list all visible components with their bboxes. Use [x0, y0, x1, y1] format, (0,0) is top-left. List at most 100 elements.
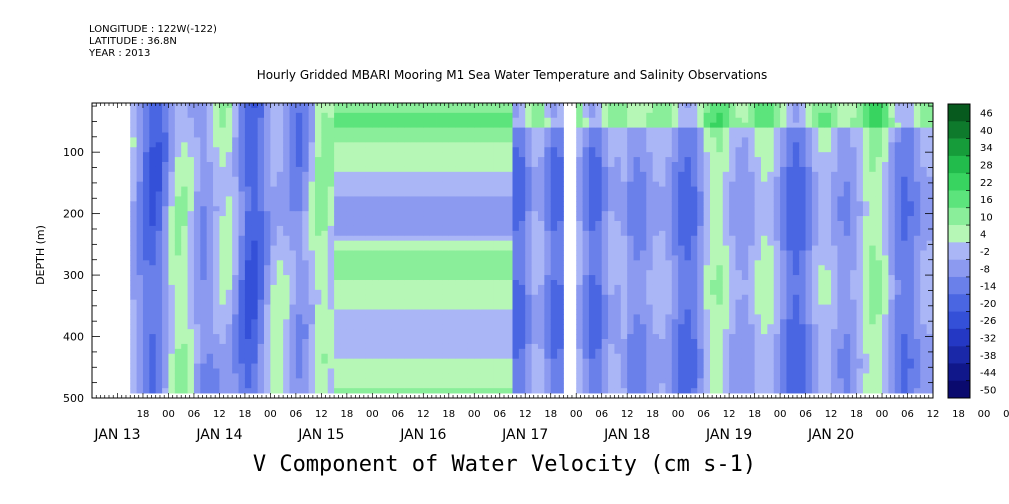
heatmap-cell — [130, 388, 137, 394]
heatmap-cell — [639, 363, 647, 369]
heatmap-cell — [155, 348, 163, 355]
heatmap-cell — [397, 132, 405, 138]
heatmap-cell — [136, 265, 144, 271]
heatmap-cell — [436, 132, 443, 138]
heatmap-cell — [174, 265, 182, 271]
heatmap-cell — [512, 162, 520, 168]
heatmap-cell — [627, 191, 634, 197]
heatmap-cell — [493, 132, 501, 138]
heatmap-cell — [136, 181, 144, 187]
heatmap-cell — [295, 240, 303, 246]
heatmap-cell — [646, 162, 654, 168]
heatmap-cell — [206, 383, 214, 389]
heatmap-cell — [174, 378, 182, 384]
heatmap-cell — [557, 358, 564, 364]
heatmap-cell — [142, 343, 150, 350]
heatmap-cell — [314, 142, 322, 148]
heatmap-cell — [334, 334, 341, 340]
heatmap-cell — [289, 240, 297, 246]
heatmap-cell — [671, 225, 679, 232]
heatmap-cell — [372, 324, 380, 330]
heatmap-cell — [608, 221, 615, 227]
heatmap-cell — [671, 196, 679, 202]
heatmap-cell — [633, 275, 641, 281]
heatmap-cell — [206, 230, 214, 237]
heatmap-cell — [200, 103, 208, 109]
heatmap-cell — [149, 112, 157, 119]
heatmap-cell — [353, 221, 360, 227]
heatmap-cell — [678, 152, 685, 158]
heatmap-cell — [200, 378, 208, 384]
heatmap-cell — [614, 388, 622, 394]
heatmap-cell — [608, 275, 615, 281]
heatmap-cell — [671, 211, 679, 217]
heatmap-cell — [365, 176, 373, 183]
heatmap-cell — [136, 329, 144, 335]
heatmap-cell — [416, 339, 424, 345]
heatmap-cell — [142, 378, 150, 384]
heatmap-cell — [378, 103, 386, 109]
heatmap-cell — [627, 235, 634, 242]
heatmap-cell — [474, 329, 482, 335]
heatmap-cell — [327, 137, 335, 143]
heatmap-cell — [455, 348, 462, 355]
heatmap-cell — [416, 348, 424, 355]
heatmap-cell — [213, 240, 220, 246]
heatmap-cell — [391, 388, 399, 394]
heatmap-cell — [576, 211, 583, 217]
heatmap-cell — [601, 343, 609, 350]
heatmap-cell — [225, 265, 233, 271]
heatmap-cell — [397, 206, 405, 212]
heatmap-cell — [289, 171, 297, 178]
heatmap-cell — [646, 176, 654, 183]
heatmap-cell — [346, 373, 354, 379]
heatmap-cell — [200, 334, 208, 340]
heatmap-cell — [270, 348, 278, 355]
heatmap-cell — [557, 343, 564, 350]
heatmap-cell — [436, 373, 443, 379]
heatmap-cell — [353, 152, 360, 158]
heatmap-cell — [168, 245, 176, 251]
heatmap-cell — [416, 260, 424, 266]
heatmap-cell — [193, 388, 201, 394]
heatmap-cell — [340, 157, 348, 163]
heatmap-cell — [391, 284, 399, 291]
heatmap-cell — [257, 176, 265, 183]
heatmap-cell — [206, 378, 214, 384]
heatmap-cell — [608, 216, 615, 222]
heatmap-cell — [659, 147, 666, 153]
heatmap-cell — [162, 353, 169, 360]
heatmap-cell — [397, 358, 405, 364]
heatmap-cell — [436, 196, 443, 202]
heatmap-cell — [620, 132, 628, 138]
heatmap-cell — [665, 358, 673, 364]
heatmap-cell — [537, 216, 545, 222]
heatmap-cell — [448, 324, 456, 330]
heatmap-cell — [499, 275, 507, 281]
heatmap-cell — [544, 260, 552, 266]
heatmap-cell — [461, 378, 469, 384]
heatmap-cell — [608, 334, 615, 340]
heatmap-cell — [499, 245, 507, 251]
heatmap-cell — [423, 230, 431, 237]
heatmap-cell — [372, 255, 380, 261]
heatmap-cell — [391, 245, 399, 251]
heatmap-cell — [302, 230, 310, 237]
heatmap-cell — [518, 334, 526, 340]
heatmap-cell — [627, 221, 634, 227]
heatmap-cell — [448, 216, 456, 222]
heatmap-cell — [340, 275, 348, 281]
heatmap-cell — [620, 289, 628, 296]
heatmap-cell — [442, 309, 450, 315]
heatmap-cell — [270, 117, 278, 124]
heatmap-cell — [340, 132, 348, 138]
heatmap-cell — [130, 221, 137, 227]
heatmap-cell — [608, 343, 615, 350]
heatmap-cell — [588, 334, 596, 340]
heatmap-cell — [404, 240, 411, 246]
heatmap-cell — [531, 324, 539, 330]
heatmap-cell — [385, 235, 392, 242]
heatmap-cell — [493, 225, 501, 232]
heatmap-cell — [276, 343, 284, 350]
heatmap-cell — [213, 309, 220, 315]
